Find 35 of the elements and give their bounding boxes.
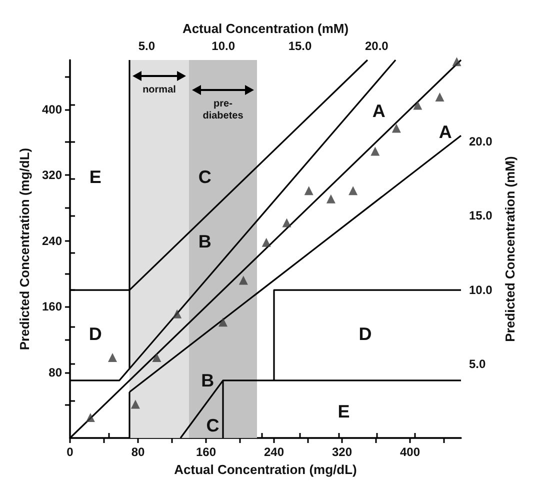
x2-axis-title: Actual Concentration (mM) — [182, 21, 349, 36]
annotation: C — [198, 167, 212, 188]
annotation: B — [201, 370, 214, 391]
x-tick-label: 400 — [400, 445, 420, 459]
annotation: D — [358, 324, 372, 344]
y-tick-label: 320 — [42, 168, 62, 182]
x-tick-label: 320 — [332, 445, 352, 459]
x2-tick-label: 5.0 — [138, 39, 156, 53]
annotation: E — [338, 402, 350, 422]
y2-tick-label: 15.0 — [469, 208, 493, 223]
y-tick-label: 160 — [42, 300, 62, 314]
annotation: E — [89, 167, 102, 188]
annotation: D — [88, 324, 102, 344]
band-label: normal — [142, 84, 176, 96]
x-tick-label: 0 — [66, 445, 74, 459]
y-tick-label: 240 — [42, 234, 62, 248]
x-tick-label: 80 — [131, 445, 145, 459]
x-tick-label: 160 — [196, 445, 216, 459]
x2-tick-label: 10.0 — [212, 39, 236, 53]
x-tick-label: 240 — [264, 445, 284, 459]
annotation: A — [438, 122, 452, 142]
y2-tick-label: 5.0 — [469, 356, 486, 371]
annotation: A — [372, 101, 386, 122]
x2-tick-label: 20.0 — [364, 39, 389, 53]
x2-tick-label: 15.0 — [288, 39, 312, 53]
y2-axis-title: Predicted Concentration (mM) — [502, 156, 518, 342]
annotation: C — [206, 416, 220, 436]
x-axis-title: Actual Concentration (mg/dL) — [174, 462, 357, 477]
y-tick-label: 80 — [48, 365, 62, 380]
y2-tick-label: 20.0 — [469, 134, 493, 149]
y2-tick-label: 10.0 — [469, 282, 493, 297]
y-tick-label: 400 — [42, 102, 62, 116]
y-axis-title: Predicted Concentration (mg/dL) — [17, 148, 32, 350]
band-label: pre-diabetes — [202, 98, 244, 122]
annotation: B — [198, 231, 212, 252]
